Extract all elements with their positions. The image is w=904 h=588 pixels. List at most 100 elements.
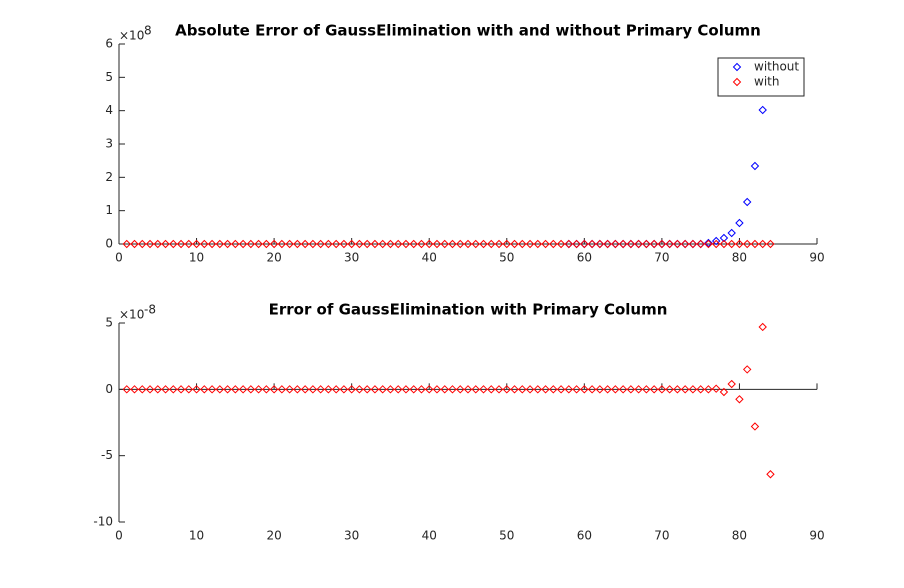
marker <box>704 239 713 249</box>
marker <box>409 239 418 249</box>
marker <box>456 385 465 394</box>
marker <box>308 239 318 249</box>
marker <box>518 385 527 394</box>
marker <box>370 385 380 394</box>
marker <box>440 239 449 249</box>
y-tick-label: 5 <box>105 316 113 330</box>
marker <box>161 385 170 394</box>
x-tick-label: 0 <box>115 251 123 265</box>
marker <box>463 239 473 249</box>
marker <box>324 385 333 394</box>
x-tick-label: 90 <box>809 529 824 543</box>
marker <box>184 239 194 249</box>
y-tick-label: 0 <box>105 237 113 251</box>
y-scale-base: ×10 <box>119 308 144 322</box>
marker <box>130 239 139 249</box>
marker <box>766 239 775 249</box>
marker <box>510 385 519 394</box>
marker <box>200 385 209 394</box>
marker <box>339 385 349 394</box>
marker <box>587 385 597 394</box>
x-tick-label: 40 <box>422 529 437 543</box>
marker <box>618 385 628 394</box>
marker <box>711 384 721 393</box>
marker <box>657 385 667 394</box>
marker <box>425 239 434 249</box>
y-tick-label: 4 <box>105 103 113 117</box>
marker <box>502 385 511 394</box>
marker <box>425 385 434 394</box>
marker <box>750 239 760 249</box>
marker <box>735 239 744 249</box>
marker <box>665 385 674 394</box>
marker <box>642 239 651 249</box>
marker <box>355 385 364 394</box>
marker <box>758 239 767 249</box>
marker <box>401 239 411 249</box>
marker <box>649 239 659 249</box>
marker <box>145 385 155 394</box>
marker <box>215 239 225 249</box>
marker <box>269 239 279 249</box>
marker <box>750 422 760 431</box>
marker <box>409 385 418 394</box>
marker <box>370 239 380 249</box>
marker <box>386 239 395 249</box>
marker <box>293 385 302 394</box>
marker <box>316 239 325 249</box>
x-tick-label: 90 <box>809 251 824 265</box>
marker <box>487 239 496 249</box>
marker <box>138 385 147 394</box>
x-tick-label: 20 <box>266 529 281 543</box>
marker <box>494 385 504 394</box>
legend-marker <box>732 62 742 72</box>
x-tick-label: 50 <box>499 529 514 543</box>
marker <box>393 239 403 249</box>
x-tick-label: 50 <box>499 251 514 265</box>
marker <box>735 218 744 228</box>
marker <box>704 385 713 394</box>
marker <box>417 385 426 394</box>
marker <box>634 239 643 249</box>
marker <box>316 385 325 394</box>
marker <box>479 239 488 249</box>
x-tick-label: 60 <box>577 529 592 543</box>
marker <box>417 239 426 249</box>
marker <box>324 239 333 249</box>
marker <box>153 239 162 249</box>
marker <box>285 239 294 249</box>
marker <box>246 239 256 249</box>
marker <box>207 239 217 249</box>
marker <box>300 385 310 394</box>
marker <box>223 385 232 394</box>
marker <box>719 233 729 243</box>
marker <box>471 385 480 394</box>
marker <box>277 385 287 394</box>
marker <box>649 385 659 394</box>
y-tick-label: 1 <box>105 203 113 217</box>
marker <box>262 239 271 249</box>
marker <box>518 239 527 249</box>
marker <box>122 385 131 394</box>
marker <box>525 239 535 249</box>
marker <box>331 239 341 249</box>
marker <box>541 239 550 249</box>
marker <box>688 239 698 249</box>
legend-box <box>717 57 805 97</box>
x-tick-label: 10 <box>189 529 204 543</box>
x-tick-label: 80 <box>732 251 747 265</box>
marker <box>549 239 558 249</box>
marker <box>401 385 411 394</box>
x-tick-label: 80 <box>732 529 747 543</box>
marker <box>184 385 194 394</box>
marker <box>192 239 201 249</box>
legend-label: with <box>754 75 779 89</box>
marker <box>727 239 736 249</box>
marker <box>665 239 674 249</box>
marker <box>246 385 256 394</box>
marker <box>673 239 682 249</box>
marker <box>479 385 488 394</box>
marker <box>393 385 403 394</box>
marker <box>153 385 162 394</box>
marker <box>626 239 636 249</box>
